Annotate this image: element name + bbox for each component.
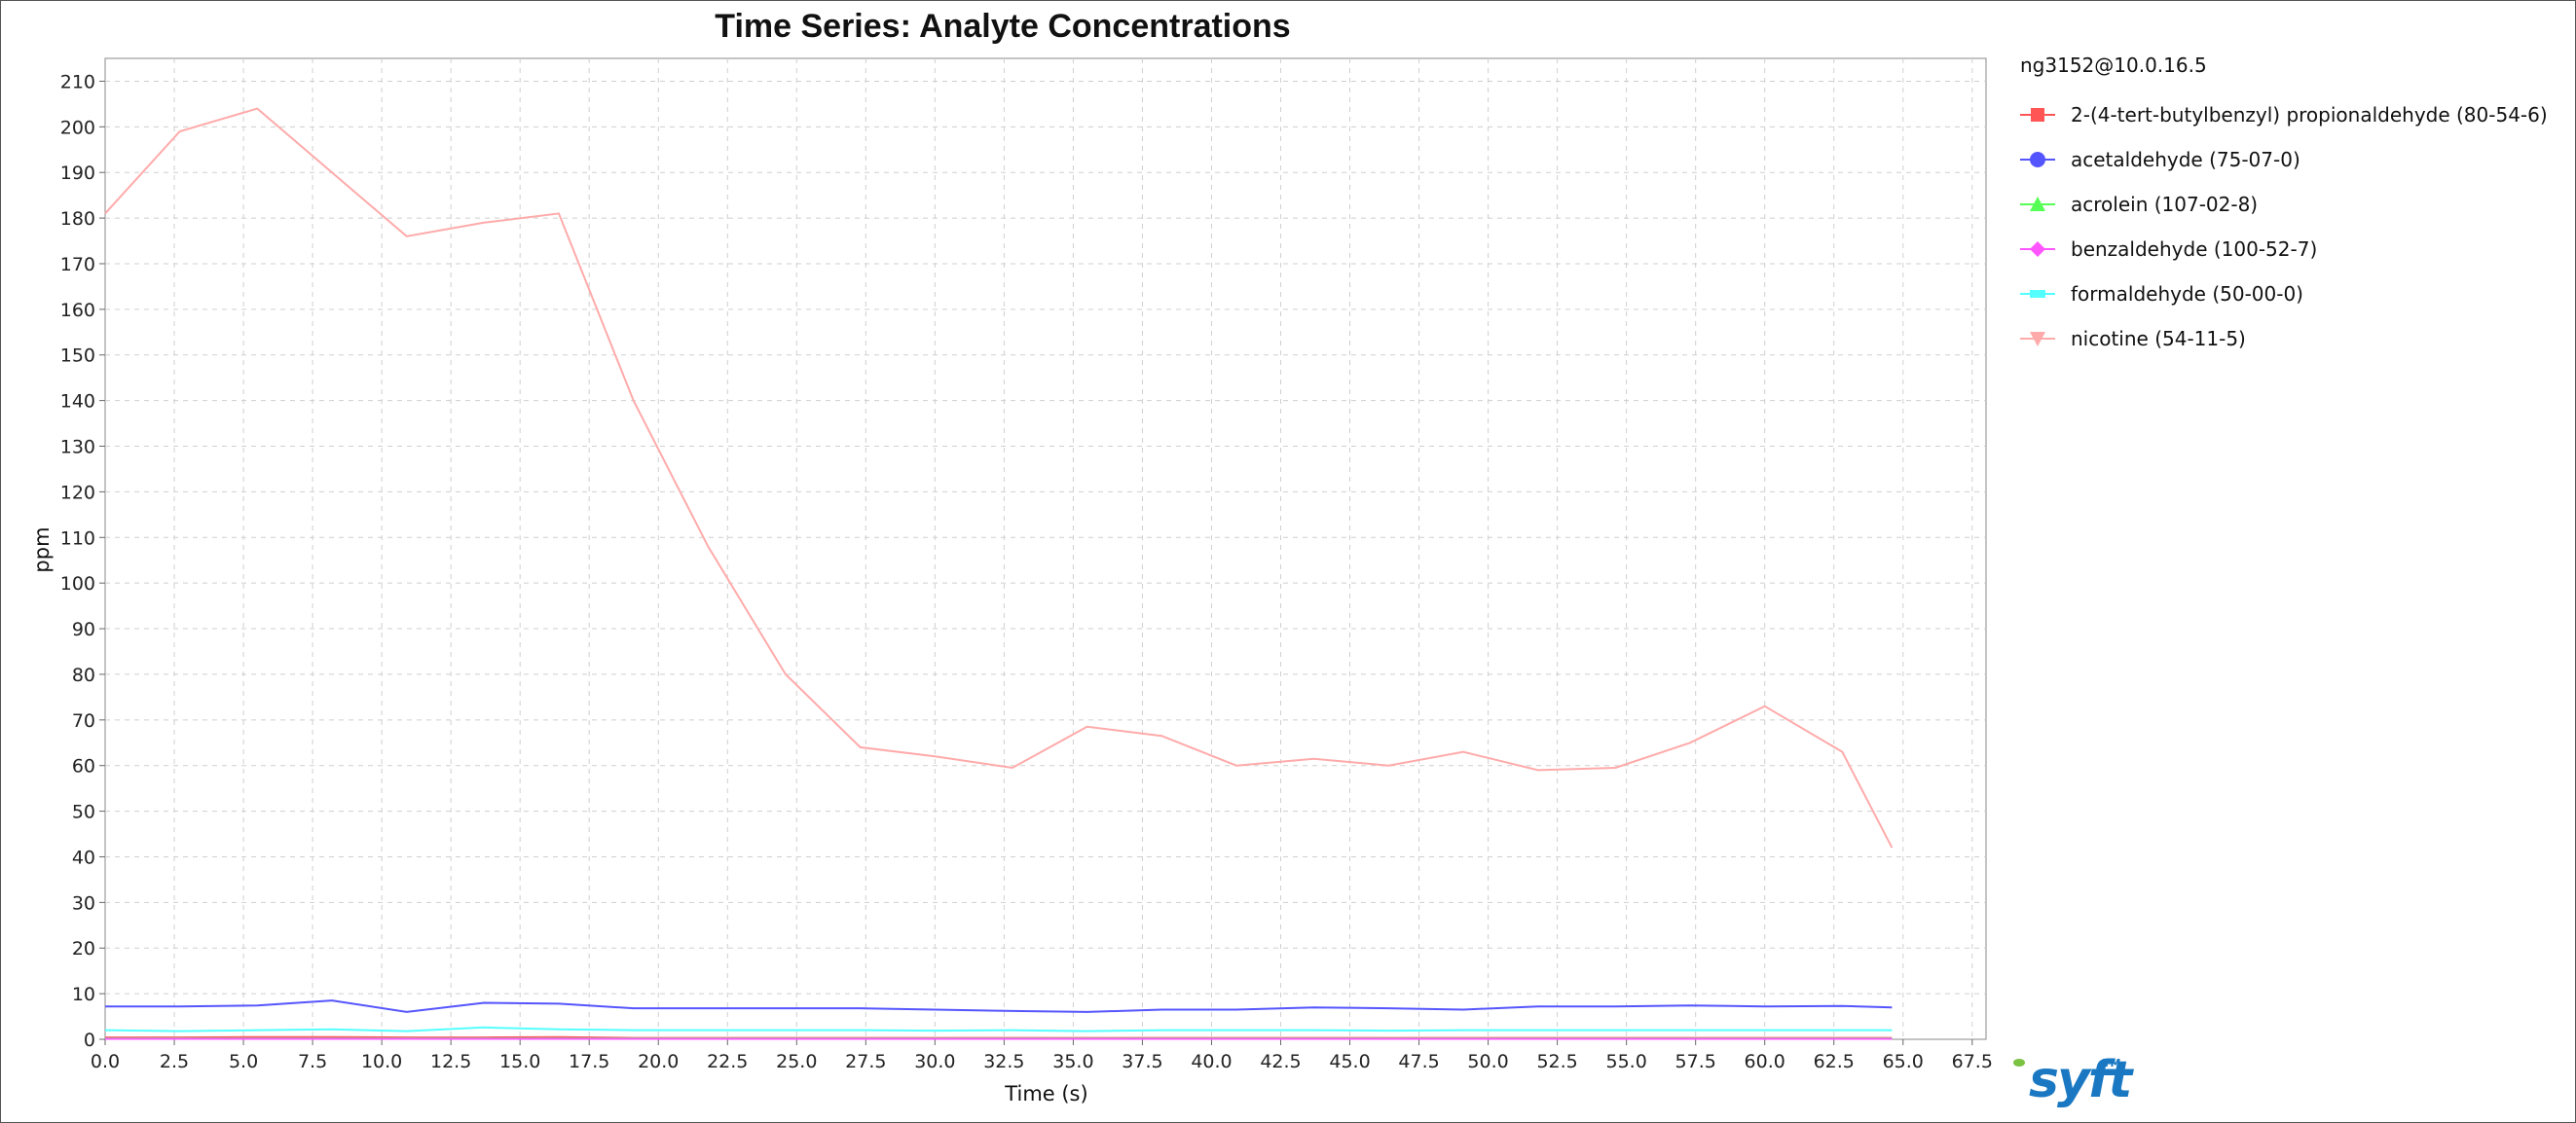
x-tick-label: 35.0 [1052, 1051, 1093, 1072]
legend-swatch-triangle-down-icon [2020, 332, 2055, 346]
legend-swatch-rectangle-icon [2020, 290, 2055, 298]
x-tick-label: 37.5 [1122, 1051, 1162, 1072]
legend-item: nicotine (54-11-5) [2020, 316, 2548, 361]
y-tick-label: 70 [72, 710, 95, 732]
plot-area [104, 57, 1987, 1040]
legend-item: formaldehyde (50-00-0) [2020, 272, 2548, 316]
x-tick-label: 60.0 [1745, 1051, 1785, 1072]
y-tick-label: 50 [72, 802, 95, 823]
x-tick-label: 5.0 [229, 1051, 258, 1072]
x-tick-label: 15.0 [499, 1051, 540, 1072]
x-tick-label: 32.5 [983, 1051, 1024, 1072]
x-tick-label: 42.5 [1260, 1051, 1301, 1072]
y-tick-label: 180 [60, 208, 95, 230]
x-tick-label: 50.0 [1467, 1051, 1508, 1072]
y-tick-label: 60 [72, 756, 95, 778]
x-tick-label: 10.0 [361, 1051, 402, 1072]
x-axis-label: Time (s) [1004, 1082, 1087, 1105]
legend-label: acetaldehyde (75-07-0) [2071, 148, 2300, 171]
x-tick-label: 27.5 [845, 1051, 886, 1072]
y-tick-label: 40 [72, 847, 95, 868]
x-tick-label: 17.5 [569, 1051, 609, 1072]
y-tick-label: 160 [60, 300, 95, 321]
legend-item: benzaldehyde (100-52-7) [2020, 227, 2548, 272]
legend-item: acetaldehyde (75-07-0) [2020, 137, 2548, 182]
x-tick-label: 12.5 [430, 1051, 471, 1072]
y-tick-label: 170 [60, 254, 95, 275]
legend-label: acrolein (107-02-8) [2071, 193, 2259, 216]
legend-item: 2-(4-tert-butylbenzyl) propionaldehyde (… [2020, 92, 2548, 137]
y-tick-label: 100 [60, 573, 95, 595]
y-tick-label: 200 [60, 117, 95, 138]
y-tick-label: 20 [72, 938, 95, 960]
x-tick-label: 2.5 [160, 1051, 189, 1072]
x-tick-label: 25.0 [776, 1051, 817, 1072]
y-tick-label: 30 [72, 892, 95, 914]
x-tick-label: 65.0 [1883, 1051, 1924, 1072]
logo-tm: TM [2103, 1057, 2121, 1069]
x-tick-label: 67.5 [1952, 1051, 1993, 1072]
legend-label: nicotine (54-11-5) [2071, 327, 2246, 350]
syft-logo: syft TM [2013, 1051, 2132, 1111]
y-tick-label: 80 [72, 665, 95, 686]
legend: ng3152@10.0.16.5 2-(4-tert-butylbenzyl) … [2020, 54, 2548, 361]
legend-label: benzaldehyde (100-52-7) [2071, 237, 2318, 261]
logo-dot [2013, 1059, 2025, 1067]
legend-swatch-diamond-icon [2020, 241, 2055, 257]
y-tick-label: 130 [60, 437, 95, 458]
legend-label: formaldehyde (50-00-0) [2071, 282, 2303, 306]
y-tick-label: 190 [60, 163, 95, 184]
legend-label: 2-(4-tert-butylbenzyl) propionaldehyde (… [2071, 103, 2548, 127]
legend-title: ng3152@10.0.16.5 [2020, 54, 2207, 77]
x-tick-label: 0.0 [91, 1051, 120, 1072]
x-tick-label: 47.5 [1398, 1051, 1439, 1072]
y-axis-label: ppm [30, 526, 54, 572]
x-tick-label: 7.5 [298, 1051, 327, 1072]
y-tick-label: 150 [60, 345, 95, 367]
x-tick-label: 30.0 [914, 1051, 955, 1072]
x-tick-label: 40.0 [1191, 1051, 1232, 1072]
y-tick-label: 210 [60, 71, 95, 92]
logo-text: syft [2029, 1051, 2132, 1109]
y-tick-label: 110 [60, 527, 95, 549]
series-line-1 [105, 999, 1893, 1013]
legend-swatch-square-icon [2020, 108, 2055, 122]
y-tick-label: 10 [72, 984, 95, 1005]
x-tick-label: 22.5 [707, 1051, 748, 1072]
x-tick-label: 45.0 [1329, 1051, 1370, 1072]
x-tick-label: 57.5 [1675, 1051, 1716, 1072]
chart-title: Time Series: Analyte Concentrations [715, 8, 1290, 45]
y-tick-label: 0 [84, 1030, 95, 1051]
y-tick-label: 140 [60, 391, 95, 413]
legend-swatch-circle-icon [2020, 152, 2055, 167]
y-tick-label: 120 [60, 482, 95, 503]
legend-item: acrolein (107-02-8) [2020, 182, 2548, 227]
series-line-5 [104, 107, 1894, 849]
x-tick-label: 52.5 [1536, 1051, 1577, 1072]
legend-swatch-triangle-up-icon [2020, 197, 2055, 211]
x-tick-label: 62.5 [1814, 1051, 1855, 1072]
series-line-4 [104, 1026, 1893, 1032]
x-tick-label: 20.0 [638, 1051, 679, 1072]
y-tick-label: 90 [72, 619, 95, 640]
x-tick-label: 55.0 [1605, 1051, 1646, 1072]
